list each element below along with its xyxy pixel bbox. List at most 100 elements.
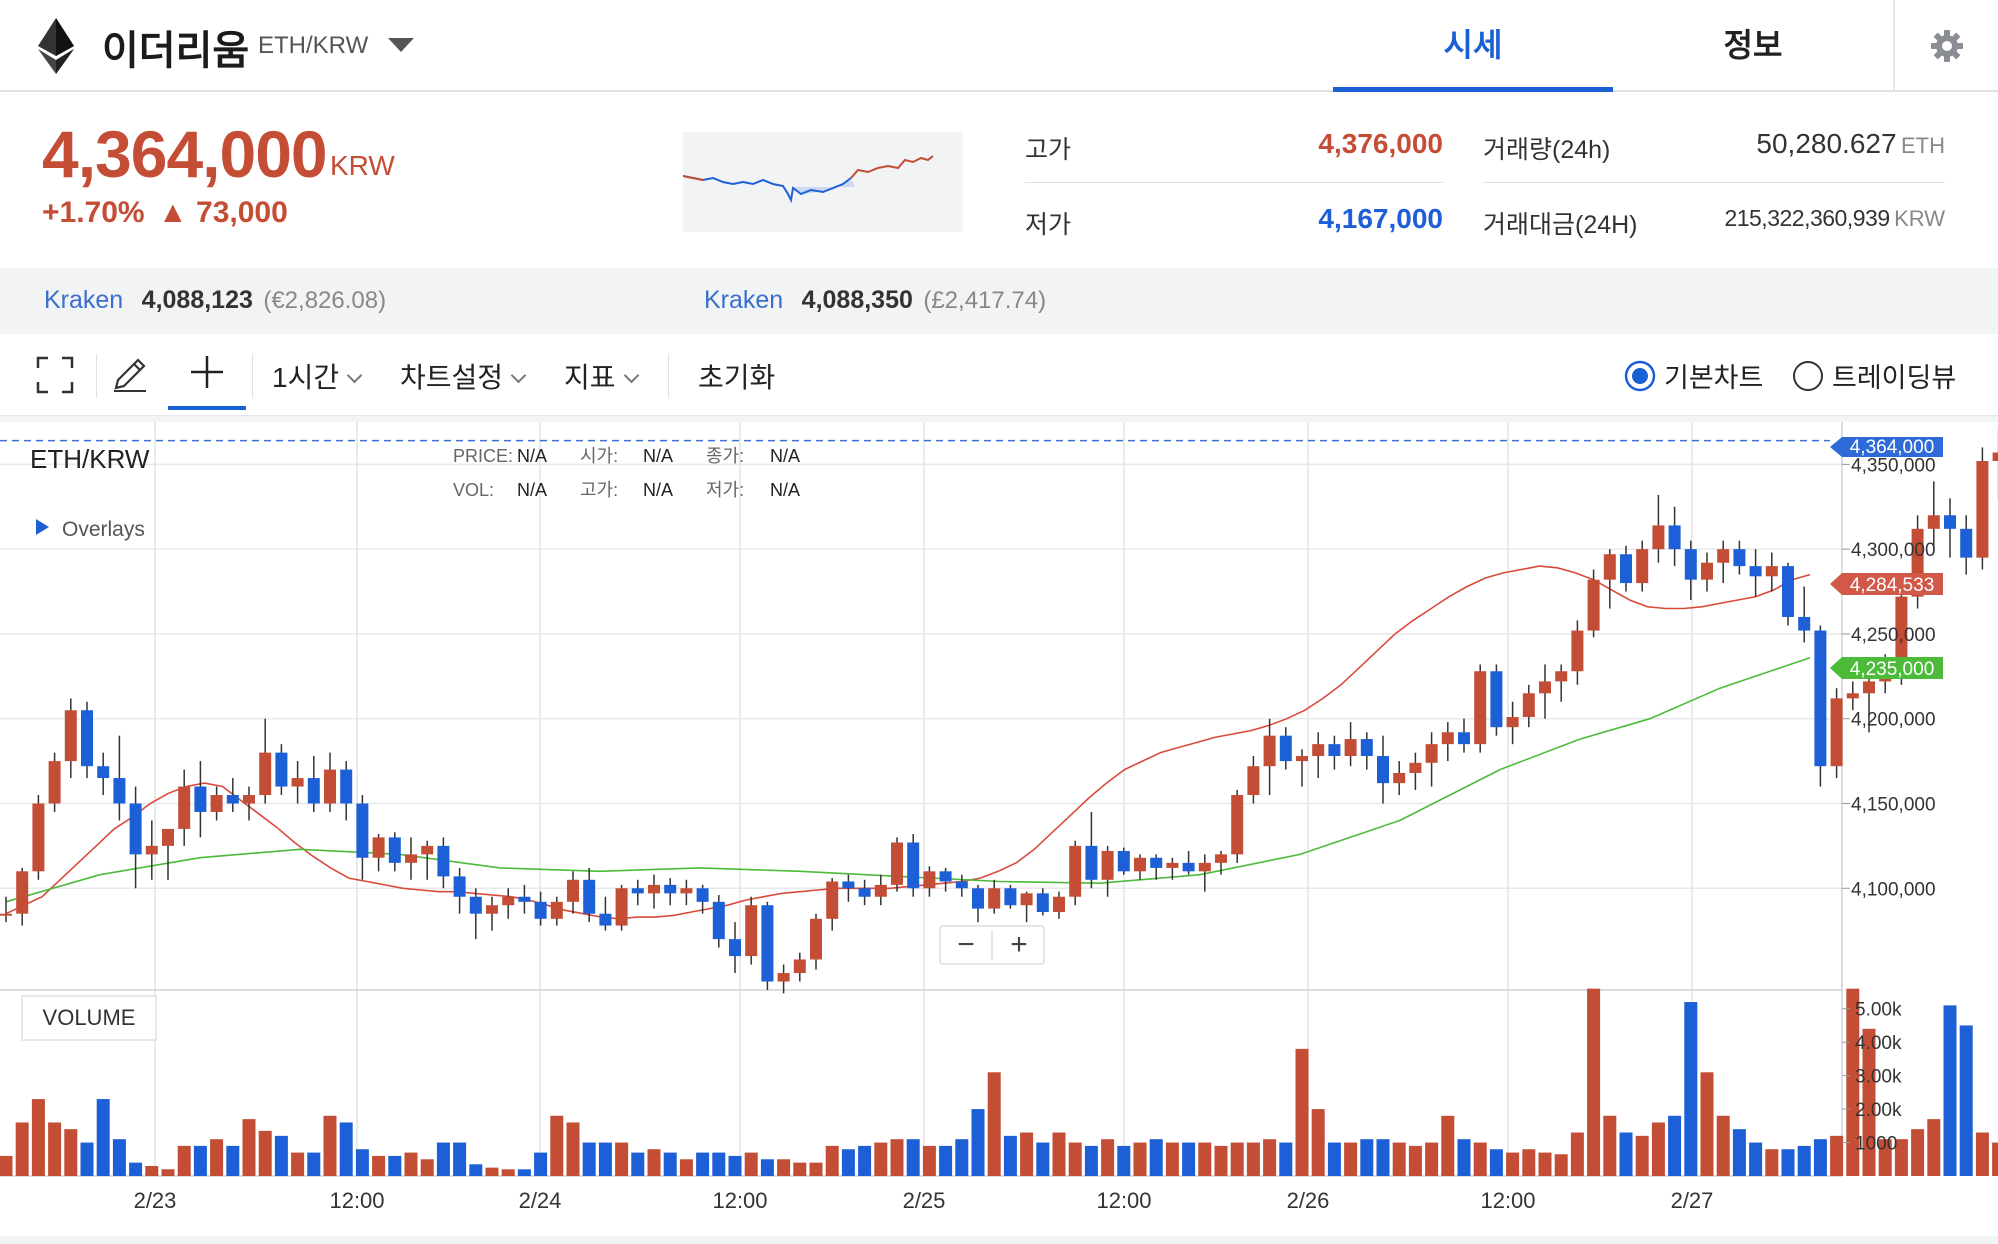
- indicators-select[interactable]: 지표: [564, 356, 639, 396]
- volume-bar: [1457, 1139, 1471, 1176]
- candle-body: [777, 973, 790, 982]
- candle-body: [615, 888, 628, 926]
- radio-basic-chart[interactable]: 기본차트: [1624, 356, 1763, 395]
- coin-name: 이더리움: [102, 29, 250, 73]
- overlays-toggle-icon[interactable]: [36, 519, 49, 535]
- volume-bar: [582, 1142, 596, 1176]
- pencil-icon[interactable]: [110, 354, 150, 394]
- volume-bar: [1327, 1142, 1341, 1176]
- volume-bar: [1408, 1145, 1422, 1176]
- volume-bar: [404, 1152, 418, 1176]
- candle-body: [1603, 554, 1616, 580]
- candle-body: [194, 786, 207, 812]
- volume-bar: [712, 1152, 726, 1176]
- candle-body: [162, 828, 174, 846]
- tab-info[interactable]: 정보: [1723, 27, 1783, 63]
- ma-short-tag-text: 4,284,533: [1850, 575, 1935, 596]
- volume-bar: [1781, 1149, 1795, 1176]
- volume-bar: [1975, 1132, 1989, 1176]
- candle-body: [1134, 857, 1146, 872]
- volume-bar: [1927, 1119, 1941, 1176]
- crosshair-icon: [191, 356, 223, 388]
- interval-select[interactable]: 1시간: [272, 356, 363, 396]
- tab-price[interactable]: 시세: [1333, 0, 1613, 92]
- volume-bar: [420, 1159, 434, 1176]
- volume-bar: [1943, 1005, 1957, 1176]
- candle-body: [1425, 744, 1438, 763]
- volume-bar: [161, 1169, 175, 1176]
- candle-body: [32, 803, 45, 872]
- change-amount: ▲ 73,000: [158, 196, 288, 229]
- volume-bar: [987, 1072, 1001, 1176]
- info-high-value: N/A: [643, 480, 673, 500]
- volume-bar: [1684, 1002, 1698, 1176]
- price-chart-area[interactable]: 4,100,000 4,150,000 4,200,000 4,250,000 4,30…: [0, 416, 1998, 1244]
- volume-bar: [64, 1129, 78, 1176]
- reset-button[interactable]: 초기화: [698, 362, 776, 393]
- candle-body: [1182, 862, 1195, 872]
- candle-body: [1798, 616, 1811, 631]
- zoom-controls: − +: [939, 925, 1045, 965]
- volume-bar: [1732, 1129, 1746, 1176]
- fullscreen-icon[interactable]: [36, 356, 74, 394]
- volume-bar: [825, 1145, 839, 1176]
- zoom-in-button[interactable]: +: [1010, 928, 1028, 961]
- volume-bar: [339, 1122, 353, 1176]
- volume-bar: [1392, 1142, 1406, 1176]
- volume-bar: [1036, 1142, 1050, 1176]
- x-axis-tick-label: 12:00: [1096, 1188, 1151, 1213]
- volume-bar: [906, 1139, 920, 1176]
- candle-body: [81, 710, 93, 767]
- volume-bar: [550, 1115, 564, 1176]
- overlays-label[interactable]: Overlays: [62, 518, 145, 541]
- volume-bar: [1862, 1028, 1876, 1176]
- candle-body: [453, 876, 466, 897]
- candle-body: [1231, 795, 1244, 855]
- exchange-name[interactable]: Kraken: [704, 286, 784, 314]
- candle-body: [97, 766, 110, 779]
- amount-value: 215,322,360,939: [1724, 205, 1890, 231]
- candlestick-chart[interactable]: 4,100,000 4,150,000 4,200,000 4,250,000 4,30…: [0, 416, 1998, 1244]
- candle-body: [810, 918, 822, 960]
- candle-body: [502, 896, 515, 906]
- volume-bar: [1911, 1129, 1925, 1176]
- volume-bar: [242, 1119, 256, 1176]
- volume-bar: [1651, 1122, 1665, 1176]
- candle-body: [1960, 528, 1973, 558]
- volume-bar: [517, 1169, 531, 1176]
- candle-body: [1571, 630, 1584, 672]
- volume-bar: [372, 1155, 386, 1176]
- radio-tradingview[interactable]: 트레이딩뷰: [1792, 356, 1956, 395]
- pair-dropdown-icon[interactable]: [388, 38, 414, 52]
- candle-body: [874, 884, 887, 897]
- volume-bar: [177, 1145, 191, 1176]
- candle-body: [1296, 756, 1308, 762]
- candle-body: [988, 888, 1001, 909]
- volume-tick-label: 3.00k: [1855, 1067, 1902, 1088]
- crosshair-button[interactable]: [168, 336, 246, 410]
- volume-tick-label: 4.00k: [1855, 1033, 1902, 1054]
- candle-body: [437, 845, 450, 877]
- radio-tradingview-label: 트레이딩뷰: [1832, 363, 1957, 393]
- candle-body: [1166, 862, 1179, 868]
- volume-bar: [1117, 1145, 1131, 1176]
- candle-body: [1117, 850, 1130, 872]
- settings-button[interactable]: [1893, 0, 1998, 92]
- chevron-down-icon: [623, 367, 639, 384]
- volume-bar: [1538, 1152, 1552, 1176]
- chart-settings-select[interactable]: 차트설정: [400, 356, 527, 396]
- candle-body: [1312, 744, 1325, 757]
- volume-bar: [1716, 1115, 1730, 1176]
- candle-body: [275, 752, 288, 787]
- candles: [0, 430, 1998, 994]
- candle-body: [340, 769, 353, 804]
- candle-body: [1636, 549, 1649, 584]
- candle-body: [1053, 896, 1065, 913]
- price-sparkline: [682, 132, 963, 232]
- candle-body: [518, 896, 531, 902]
- zoom-out-button[interactable]: −: [957, 928, 975, 961]
- stat-divider: [1025, 182, 1443, 183]
- exchange-name[interactable]: Kraken: [44, 286, 124, 314]
- ma-short-tag: 4,284,533: [1830, 573, 1943, 596]
- candle-body: [1036, 893, 1049, 913]
